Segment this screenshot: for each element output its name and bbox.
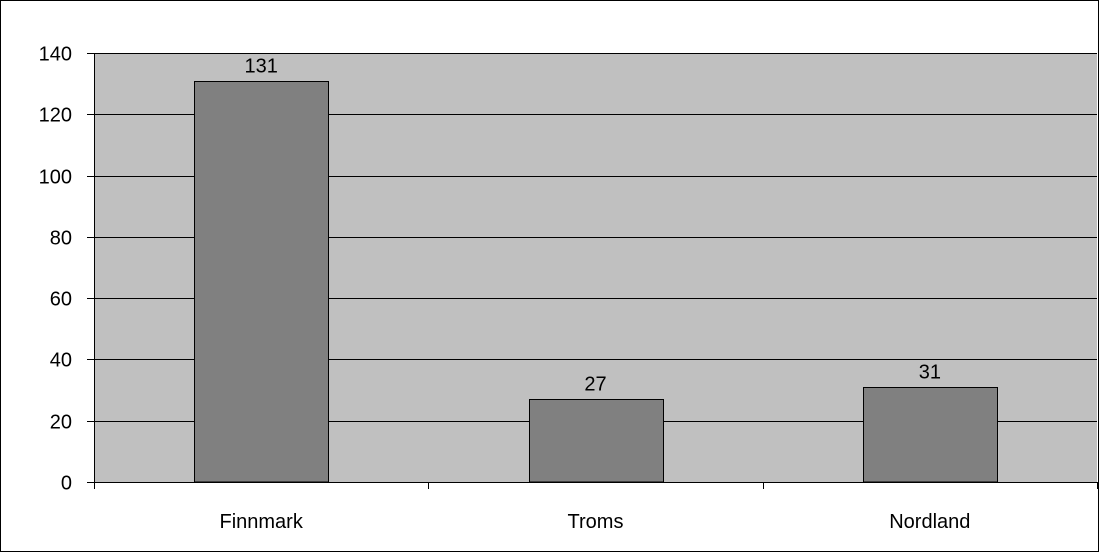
y-axis: 0 20 40 60 80 100 120 140 (39, 44, 95, 495)
y-tick-label-100: 100 (39, 167, 72, 189)
x-axis: Finnmark Troms Nordland (94, 482, 1098, 533)
y-tick-label-120: 120 (39, 105, 72, 127)
y-tick-label-40: 40 (50, 350, 72, 372)
data-label-finnmark: 131 (244, 56, 277, 78)
x-tick-label-troms: Troms (568, 511, 624, 533)
data-label-nordland: 31 (919, 362, 941, 384)
data-label-troms: 27 (584, 374, 606, 396)
y-tick-label-20: 20 (50, 412, 72, 434)
y-tick-label-80: 80 (50, 228, 72, 250)
bar-finnmark (194, 81, 329, 483)
y-tick-label-60: 60 (50, 289, 72, 311)
y-tick-label-140: 140 (39, 44, 72, 66)
bar-troms (529, 399, 664, 483)
y-tick-label-0: 0 (61, 473, 72, 495)
x-tick-label-finnmark: Finnmark (219, 511, 303, 533)
x-tick-label-nordland: Nordland (889, 511, 970, 533)
bar-nordland (863, 387, 998, 483)
data-labels: 131 27 31 (244, 56, 940, 396)
